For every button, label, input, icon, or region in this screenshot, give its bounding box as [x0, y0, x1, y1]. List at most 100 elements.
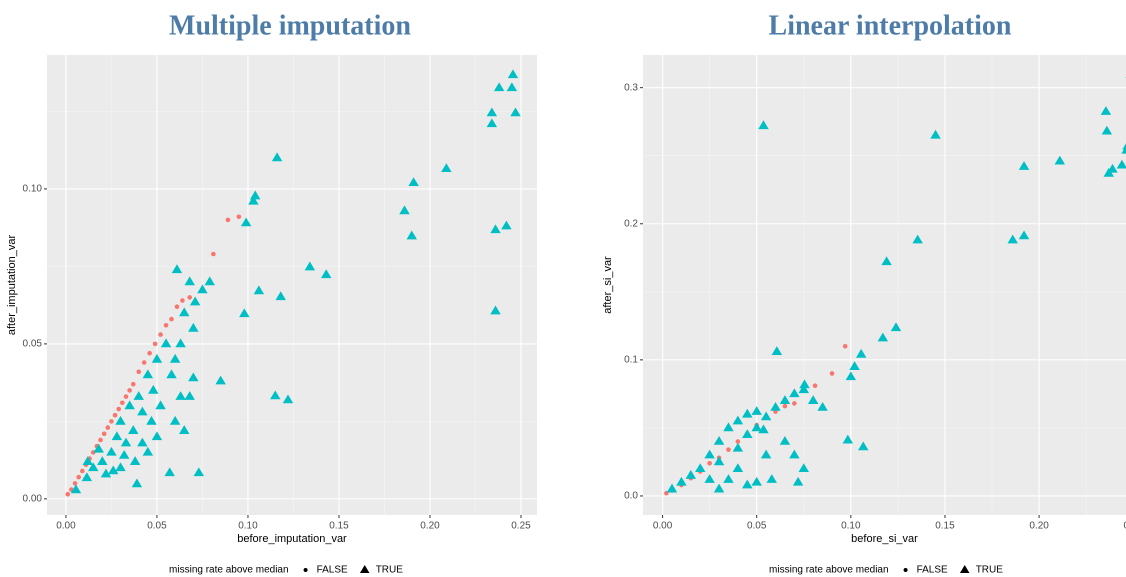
point: [270, 390, 281, 400]
point: [842, 434, 854, 444]
y-tick-label: 0.2: [624, 218, 638, 229]
point: [124, 400, 135, 410]
x-tick-label: 0.20: [1029, 521, 1049, 532]
point: [248, 195, 259, 205]
point: [789, 388, 800, 398]
point: [93, 443, 104, 453]
legend-label: FALSE: [317, 565, 348, 576]
y-tick-label: 0.10: [23, 184, 43, 195]
point: [676, 476, 687, 486]
point: [707, 460, 712, 466]
point: [441, 163, 452, 173]
point: [1100, 106, 1112, 115]
point: [779, 436, 791, 445]
point: [80, 468, 85, 474]
point: [225, 217, 231, 223]
y-tick-label: 0.00: [23, 494, 43, 505]
point: [151, 353, 163, 363]
point: [490, 224, 501, 234]
point: [271, 152, 283, 162]
point: [713, 483, 725, 493]
x-tick-label: 0.25: [1123, 521, 1126, 532]
point: [282, 394, 294, 404]
legend-key: [303, 568, 308, 572]
point: [881, 256, 892, 266]
point: [82, 456, 93, 465]
point: [158, 332, 163, 337]
x-tick-label: 0.00: [653, 521, 673, 532]
point: [713, 456, 725, 466]
x-tick-label: 0.00: [56, 521, 76, 532]
point: [118, 449, 130, 459]
point: [120, 437, 132, 447]
point: [789, 449, 800, 459]
x-tick-label: 0.05: [147, 521, 167, 532]
point: [239, 308, 250, 318]
point: [142, 369, 154, 379]
point: [829, 371, 835, 376]
point: [912, 234, 923, 244]
point: [760, 411, 772, 421]
point: [164, 467, 175, 477]
point: [147, 350, 152, 356]
y-tick-label: 0.05: [23, 339, 43, 350]
point: [930, 129, 941, 139]
point: [507, 69, 519, 79]
point: [399, 205, 410, 215]
y-axis-title: after_si_var: [602, 256, 614, 314]
point: [175, 391, 186, 400]
point: [193, 467, 205, 477]
point: [732, 463, 744, 473]
point: [817, 401, 828, 411]
point: [111, 431, 123, 441]
point: [723, 422, 734, 432]
chart-title: Multiple imputation: [169, 10, 411, 41]
point: [179, 307, 190, 317]
legend-label: FALSE: [917, 565, 948, 576]
point: [174, 304, 180, 309]
point: [275, 291, 286, 301]
point: [189, 296, 201, 306]
chart-title: Linear interpolation: [769, 10, 1012, 41]
point: [127, 388, 132, 393]
point: [109, 419, 114, 424]
point: [215, 375, 226, 385]
point: [493, 82, 505, 92]
points: [664, 76, 1126, 496]
point: [751, 422, 762, 432]
point: [81, 472, 93, 482]
point: [798, 463, 809, 473]
point: [211, 251, 216, 257]
point: [128, 425, 139, 434]
point: [240, 217, 252, 227]
point: [304, 261, 316, 271]
legend-key: [959, 565, 970, 573]
legend-key: [903, 568, 908, 572]
point: [105, 425, 111, 430]
points: [65, 69, 521, 497]
point: [726, 447, 731, 452]
point: [490, 305, 501, 315]
point: [108, 465, 119, 475]
plot-panel: [47, 55, 537, 515]
point: [137, 437, 148, 447]
y-axis-title: after_imputation_var: [6, 235, 18, 336]
point: [163, 322, 169, 328]
point: [131, 478, 143, 488]
point: [179, 425, 190, 434]
point: [1018, 230, 1030, 240]
point: [142, 446, 154, 456]
point: [106, 446, 117, 456]
point: [155, 400, 166, 410]
point: [188, 372, 199, 382]
point: [704, 474, 715, 483]
x-tick-label: 0.20: [420, 521, 440, 532]
point: [486, 107, 498, 117]
point: [506, 82, 518, 92]
point: [187, 295, 193, 300]
point: [685, 470, 697, 479]
point: [782, 403, 788, 409]
point: [88, 462, 99, 472]
point: [129, 456, 141, 465]
